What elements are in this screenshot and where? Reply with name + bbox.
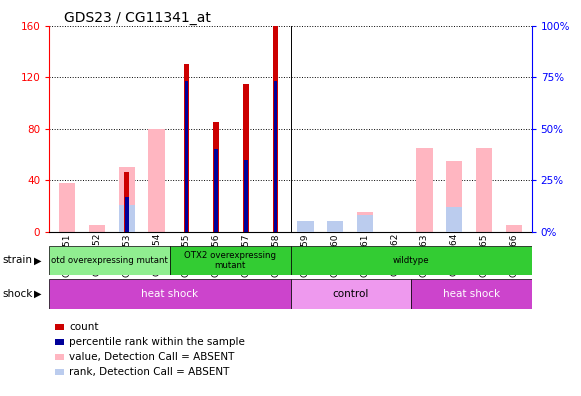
- Text: GDS23 / CG11341_at: GDS23 / CG11341_at: [64, 11, 211, 25]
- Bar: [290, 279, 411, 309]
- Bar: [505, 225, 522, 232]
- Bar: [244, 160, 248, 232]
- Text: shock: shock: [3, 289, 33, 299]
- Bar: [185, 81, 188, 232]
- Bar: [297, 221, 314, 232]
- Text: count: count: [69, 322, 99, 332]
- Text: ▶: ▶: [34, 255, 41, 265]
- Bar: [327, 221, 343, 232]
- Bar: [476, 148, 492, 232]
- Bar: [416, 148, 433, 232]
- Text: ▶: ▶: [34, 289, 41, 299]
- Bar: [213, 122, 219, 232]
- Bar: [119, 167, 135, 232]
- Bar: [290, 246, 532, 275]
- Text: wildtype: wildtype: [393, 256, 429, 265]
- Text: OTX2 overexpressing
mutant: OTX2 overexpressing mutant: [184, 251, 276, 270]
- Text: rank, Detection Call = ABSENT: rank, Detection Call = ABSENT: [69, 367, 229, 377]
- Bar: [214, 149, 218, 232]
- Text: strain: strain: [3, 255, 33, 265]
- Bar: [411, 279, 532, 309]
- Bar: [89, 225, 105, 232]
- Text: percentile rank within the sample: percentile rank within the sample: [69, 337, 245, 347]
- Bar: [119, 205, 135, 232]
- Bar: [446, 161, 462, 232]
- Bar: [297, 221, 314, 232]
- Bar: [59, 183, 76, 232]
- Bar: [148, 129, 165, 232]
- Text: otd overexpressing mutant: otd overexpressing mutant: [51, 256, 168, 265]
- Text: heat shock: heat shock: [141, 289, 199, 299]
- Bar: [446, 207, 462, 232]
- Bar: [357, 215, 373, 232]
- Text: value, Detection Call = ABSENT: value, Detection Call = ABSENT: [69, 352, 235, 362]
- Bar: [125, 197, 128, 232]
- Bar: [357, 212, 373, 232]
- Text: control: control: [332, 289, 369, 299]
- Bar: [124, 172, 130, 232]
- Text: heat shock: heat shock: [443, 289, 500, 299]
- Bar: [274, 81, 277, 232]
- Bar: [327, 221, 343, 232]
- Bar: [49, 246, 170, 275]
- Bar: [49, 279, 290, 309]
- Bar: [243, 84, 249, 232]
- Bar: [170, 246, 290, 275]
- Bar: [184, 64, 189, 232]
- Bar: [273, 26, 278, 232]
